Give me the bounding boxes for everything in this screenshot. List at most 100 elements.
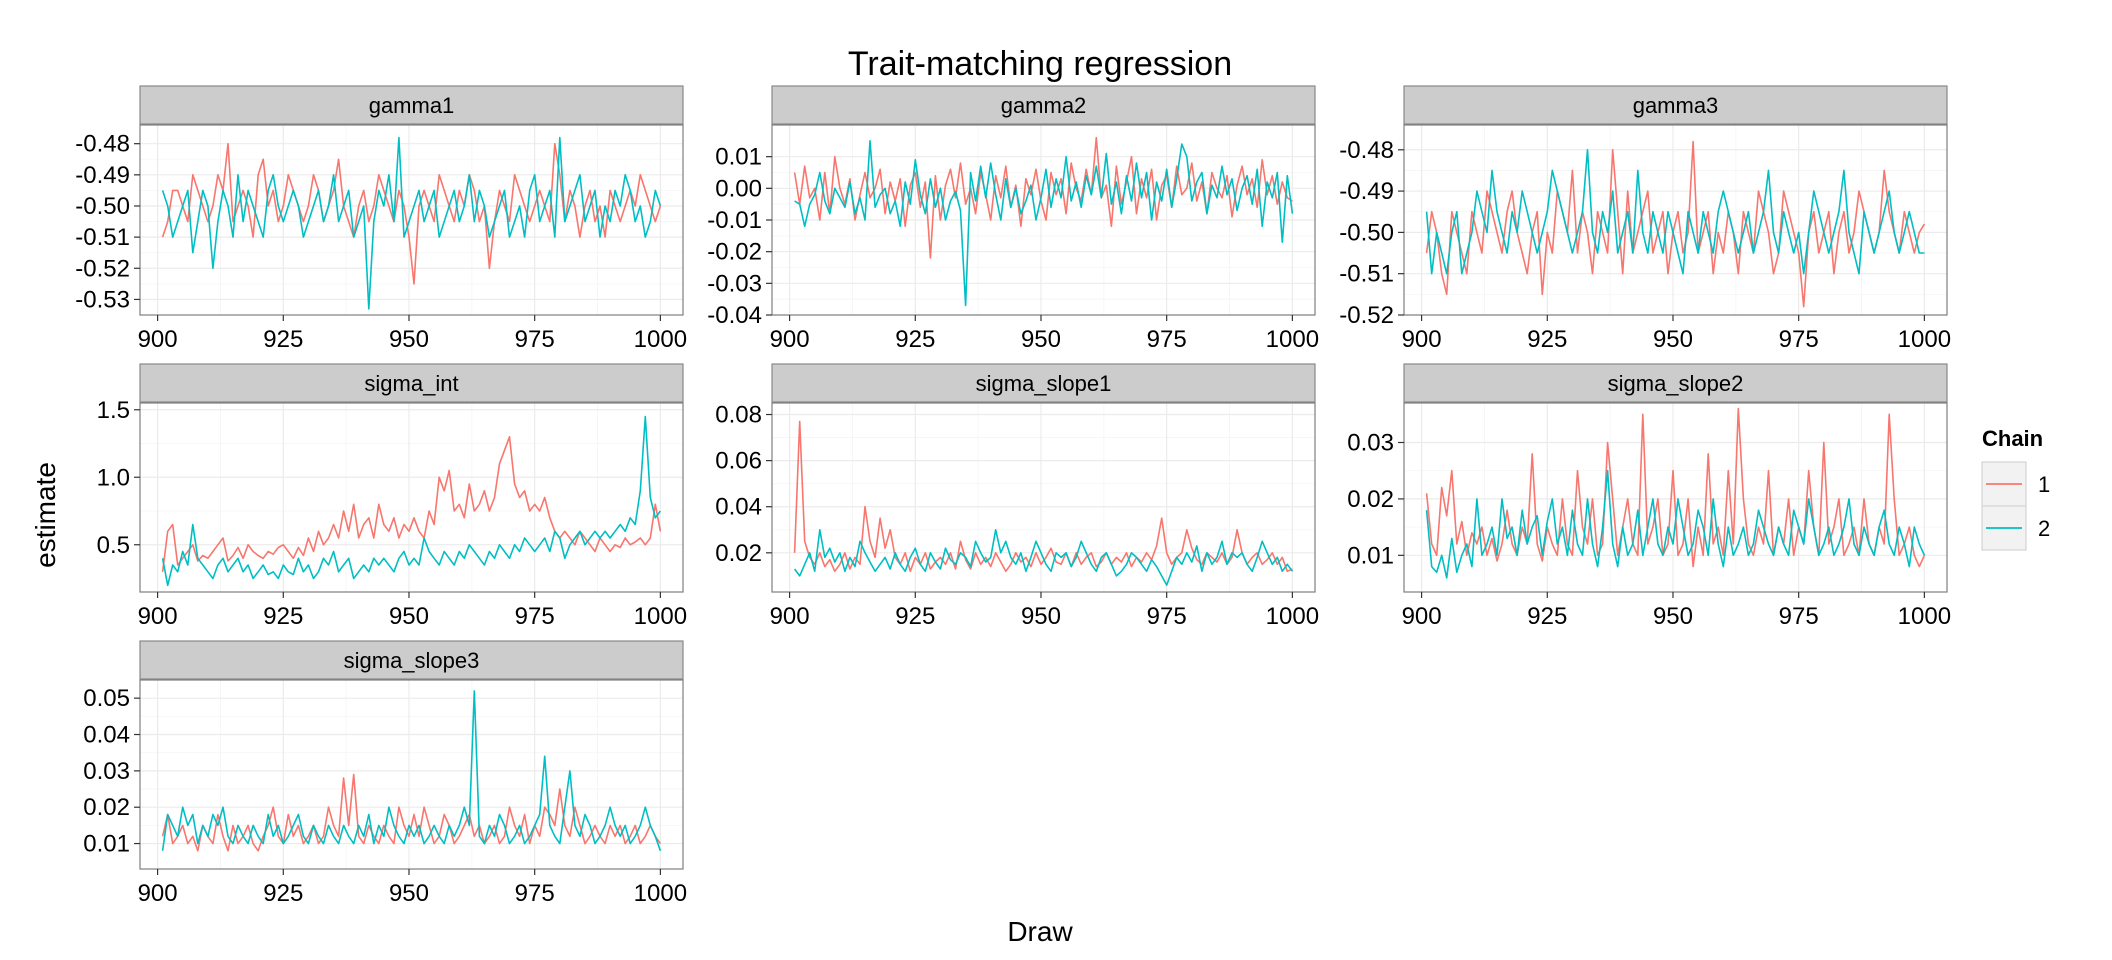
y-tick-label: 0.03	[83, 758, 130, 785]
x-tick-label: 1000	[1266, 603, 1319, 630]
series-line-chain-1	[161, 435, 662, 572]
y-tick-label: 1.5	[97, 397, 130, 424]
x-tick-label: 950	[1021, 603, 1061, 630]
y-tick-label: -0.51	[1339, 261, 1394, 288]
facet-sigma-slope3: sigma_slope3 900 925 950 975 1000 0.01 0.02 0.03…	[83, 640, 687, 907]
series-line-chain-1	[793, 136, 1293, 259]
facet-strip	[771, 85, 1316, 125]
x-tick-label: 900	[138, 326, 178, 353]
facet-strip	[1403, 85, 1948, 125]
y-tick-label: 0.08	[715, 402, 762, 429]
y-tick-label: 0.00	[715, 175, 762, 202]
x-tick-label: 1000	[634, 603, 687, 630]
panel-border	[1403, 402, 1948, 593]
facet-sigma-slope1: sigma_slope1 900 925 950 975 1000 0.02 0.04 0.06…	[715, 363, 1319, 630]
x-tick-label: 925	[263, 880, 303, 907]
series-line-chain-1	[793, 420, 1293, 573]
x-tick-label: 925	[895, 603, 935, 630]
y-tick-label: 0.05	[83, 685, 130, 712]
panel-border	[139, 402, 684, 593]
chart-title: Trait-matching regression	[848, 45, 1232, 83]
series-line-chain-2	[161, 690, 662, 852]
series-line-chain-2	[161, 415, 662, 587]
x-tick-label: 950	[389, 326, 429, 353]
y-axis-title: estimate	[30, 462, 61, 568]
y-tick-label: 0.01	[83, 831, 130, 858]
facet-strip-label: sigma_slope1	[976, 371, 1112, 396]
x-tick-label: 925	[263, 603, 303, 630]
x-tick-label: 1000	[634, 880, 687, 907]
facet-panels: gamma1 900 925 950 975 1000 -0.53 -0.52 -0.51 -0.…	[75, 85, 1951, 907]
legend-label: 2	[2038, 516, 2050, 541]
series-line-chain-2	[793, 528, 1294, 586]
facet-strip-label: sigma_slope2	[1608, 371, 1744, 396]
y-tick-label: -0.49	[1339, 178, 1394, 205]
y-tick-label: -0.03	[707, 270, 762, 297]
x-tick-label: 925	[263, 326, 303, 353]
series-line-chain-1	[1425, 407, 1926, 568]
series-line-chain-1	[161, 142, 662, 285]
y-tick-label: 0.04	[83, 722, 130, 749]
y-tick-label: 0.02	[83, 794, 130, 821]
x-tick-label: 925	[1527, 326, 1567, 353]
facet-gamma3: gamma3 900 925 950 975 1000 -0.52 -0.51 -0.50 -0.…	[1339, 85, 1951, 353]
y-tick-label: 0.02	[715, 540, 762, 567]
facet-strip	[1403, 363, 1948, 403]
facet-gamma2: gamma2 900 925 950 975 1000 -0.04 -0.03 -0.02 -0.…	[707, 85, 1319, 353]
x-tick-label: 900	[138, 880, 178, 907]
x-tick-label: 975	[1779, 603, 1819, 630]
x-tick-label: 950	[389, 880, 429, 907]
y-tick-label: -0.02	[707, 239, 762, 266]
y-tick-label: -0.52	[1339, 302, 1394, 329]
panel-background	[140, 680, 683, 869]
facet-strip-label: sigma_slope3	[344, 648, 480, 673]
y-tick-label: 1.0	[97, 464, 130, 491]
y-tick-label: 0.02	[1347, 486, 1394, 513]
facet-gamma1: gamma1 900 925 950 975 1000 -0.53 -0.52 -0.51 -0.…	[75, 85, 687, 353]
facet-sigma-int: sigma_int 900 925 950 975 1000 0.5 1.0 1.5	[97, 363, 687, 630]
y-tick-label: -0.53	[75, 286, 130, 313]
y-tick-label: 0.06	[715, 448, 762, 475]
series-line-chain-2	[1425, 149, 1925, 275]
panel-background	[140, 403, 683, 592]
x-tick-label: 1000	[1898, 603, 1951, 630]
y-tick-label: -0.04	[707, 302, 762, 329]
y-tick-label: -0.48	[75, 131, 130, 158]
x-tick-label: 925	[895, 326, 935, 353]
x-tick-label: 1000	[1266, 326, 1319, 353]
x-tick-label: 900	[770, 326, 810, 353]
x-tick-label: 1000	[1898, 326, 1951, 353]
series-line-chain-2	[161, 136, 662, 310]
x-tick-label: 975	[1147, 603, 1187, 630]
x-axis-title: Draw	[1007, 916, 1073, 947]
facet-strip-label: gamma3	[1633, 93, 1719, 118]
facet-strip	[139, 85, 684, 125]
legend-title: Chain	[1982, 426, 2043, 451]
x-tick-label: 900	[1402, 326, 1442, 353]
x-tick-label: 975	[515, 603, 555, 630]
facet-strip-label: gamma1	[369, 93, 455, 118]
series-line-chain-2	[1425, 469, 1926, 579]
facet-strip	[139, 640, 684, 680]
series-line-chain-1	[1425, 140, 1926, 308]
facet-strip-label: sigma_int	[364, 371, 458, 396]
x-tick-label: 900	[770, 603, 810, 630]
x-tick-label: 975	[515, 326, 555, 353]
y-tick-label: -0.01	[707, 207, 762, 234]
facet-strip	[139, 363, 684, 403]
y-tick-label: -0.52	[75, 255, 130, 282]
facet-strip-label: gamma2	[1001, 93, 1087, 118]
panel-border	[771, 402, 1316, 593]
y-tick-label: 0.5	[97, 532, 130, 559]
y-tick-label: 0.03	[1347, 429, 1394, 456]
x-tick-label: 900	[1402, 603, 1442, 630]
y-tick-label: 0.01	[1347, 542, 1394, 569]
panel-border	[139, 679, 684, 870]
legend-label: 1	[2038, 472, 2050, 497]
facet-sigma-slope2: sigma_slope2 900 925 950 975 1000 0.01 0.02 0.03	[1347, 363, 1951, 630]
series-line-chain-2	[794, 140, 1294, 307]
x-tick-label: 975	[1779, 326, 1819, 353]
panel-border	[139, 124, 684, 316]
y-tick-label: -0.50	[1339, 219, 1394, 246]
y-tick-label: -0.48	[1339, 137, 1394, 164]
